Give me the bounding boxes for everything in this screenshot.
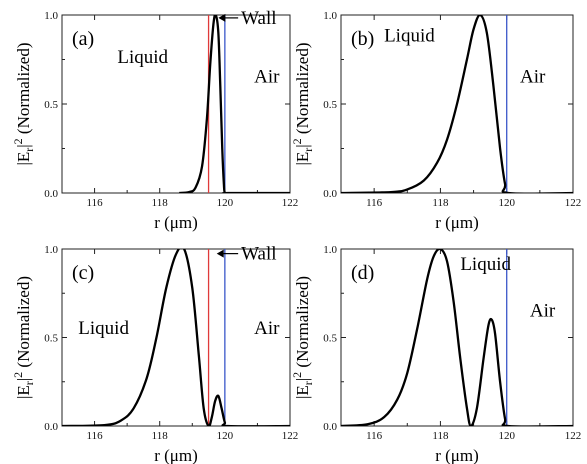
annotation-air: Air [520,67,546,88]
x-tick-label: 120 [498,430,515,442]
x-axis-title: r (μm) [435,446,479,464]
y-tick-label: 0.0 [323,188,337,200]
y-axis-title-part: r [301,148,315,152]
y-axis-title-part: (Normalized) [293,42,312,138]
annotation-liquid: Liquid [384,26,435,47]
panel-label: (d) [351,262,374,284]
y-axis-title-part: (Normalized) [14,42,33,138]
x-tick-label: 122 [282,430,299,442]
annotation-air: Air [530,300,556,321]
y-axis-title: |Er|2 (Normalized) [11,276,36,399]
y-tick-label: 1.0 [44,10,58,22]
y-axis-title-part: 2 [290,372,304,378]
y-axis-title-part: | [14,144,33,147]
y-tick-label: 0.5 [44,333,58,345]
y-tick-label: 0.5 [44,99,58,111]
y-axis-title: |Er|2 (Normalized) [290,276,315,399]
field-intensity-curve [179,15,290,193]
x-tick-label: 118 [432,197,449,209]
x-tick-label: 120 [217,430,234,442]
y-tick-label: 0.0 [323,421,337,433]
x-tick-label: 116 [87,430,104,442]
field-intensity-curve [341,15,573,193]
y-tick-label: 1.0 [323,10,337,22]
y-axis-title-part: 2 [290,138,304,144]
annotation-wall: Wall [241,244,276,265]
x-tick-label: 118 [152,197,169,209]
x-tick-label: 120 [217,197,234,209]
y-axis-title-part: r [22,381,36,385]
y-axis-title-part: (Normalized) [293,276,312,372]
panel-label: (a) [72,28,94,50]
panel-label: (c) [72,262,94,284]
y-axis-title: |Er|2 (Normalized) [11,42,36,165]
x-tick-label: 116 [366,430,383,442]
wall-arrow-head [216,249,224,258]
annotation-liquid: Liquid [117,47,168,68]
y-tick-label: 0.5 [323,333,337,345]
y-axis-title-part: (Normalized) [14,276,33,372]
x-tick-label: 116 [366,197,383,209]
annotation-air: Air [254,67,280,88]
y-tick-label: 0.0 [44,421,58,433]
y-axis-title: |Er|2 (Normalized) [290,42,315,165]
x-tick-label: 122 [565,430,582,442]
panel-d: 116 118 120 122 0.0 0.5 1.0 r (μm) |Er|2 (Normal… [290,244,581,464]
y-axis-title-part: |E [14,385,33,399]
field-intensity-curve [341,249,573,426]
field-intensity-curve [62,249,290,426]
plot-frame [61,14,291,194]
y-tick-label: 1.0 [323,244,337,256]
y-tick-label: 0.0 [44,188,58,200]
x-tick-label: 118 [152,430,169,442]
annotation-wall: Wall [241,8,276,29]
y-axis-title-part: r [301,381,315,385]
panel-b: 116 118 120 122 0.0 0.5 1.0 r (μm) |Er|2 (Normal… [290,10,581,232]
annotation-liquid: Liquid [460,254,511,275]
y-tick-label: 1.0 [44,244,58,256]
y-axis-title-part: r [22,148,36,152]
y-axis-title-part: | [293,378,312,381]
y-axis-title-part: |E [293,385,312,399]
annotation-liquid: Liquid [78,318,129,339]
x-tick-label: 120 [498,197,515,209]
y-axis-title-part: | [293,144,312,147]
wall-arrow-head [218,13,226,22]
x-tick-label: 116 [87,197,104,209]
y-axis-title-part: 2 [11,138,25,144]
panel-c: 116 118 120 122 0.0 0.5 1.0 r (μm) |Er|2 (Normal… [11,244,298,464]
x-axis-title: r (μm) [435,213,479,232]
y-axis-title-part: 2 [11,372,25,378]
annotation-air: Air [254,318,280,339]
y-tick-label: 0.5 [323,99,337,111]
panel-label: (b) [351,28,374,50]
y-axis-title-part: |E [14,152,33,166]
y-axis-title-part: | [14,378,33,381]
x-axis-title: r (μm) [154,446,198,464]
x-tick-label: 118 [432,430,449,442]
x-tick-label: 122 [565,197,582,209]
y-axis-title-part: |E [293,152,312,166]
x-tick-label: 122 [282,197,299,209]
panel-a: 116 118 120 122 0.0 0.5 1.0 r (μm) |Er|2 (Normal… [11,8,298,232]
x-axis-title: r (μm) [154,213,198,232]
